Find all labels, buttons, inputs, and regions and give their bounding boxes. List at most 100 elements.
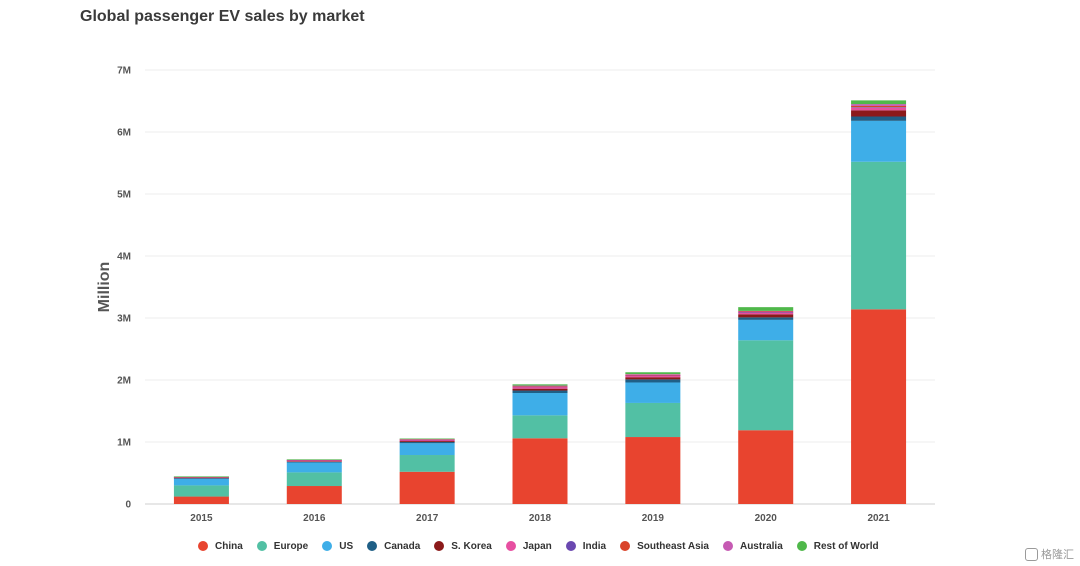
bar-segment-us-2018 xyxy=(512,393,568,416)
bar-segment-southeast-asia-2021 xyxy=(851,105,907,108)
bar-segment-australia-2021 xyxy=(851,104,907,106)
watermark: 格隆汇 xyxy=(1025,546,1074,562)
bar-segment-rest-of-world-2021 xyxy=(851,100,907,105)
bar-segment-europe-2021 xyxy=(851,161,907,310)
bar-segment-rest-of-world-2017 xyxy=(399,438,455,440)
legend-swatch xyxy=(256,541,267,551)
legend-label: Japan xyxy=(522,540,552,552)
legend-swatch xyxy=(505,541,516,551)
bar-segment-china-2021 xyxy=(851,309,907,504)
y-tick-label: 1M xyxy=(117,438,131,449)
bar-segment-us-2015 xyxy=(173,478,229,486)
bar-segment-canada-2017 xyxy=(399,442,455,444)
chart-title: Global passenger EV sales by market xyxy=(80,8,365,25)
x-tick-label: 2015 xyxy=(190,513,213,524)
bar-segment-canada-2021 xyxy=(851,116,907,121)
legend-item: Europe xyxy=(256,540,309,552)
bar-segment-southeast-asia-2019 xyxy=(625,374,681,376)
bar-segment-canada-2019 xyxy=(625,379,681,383)
bar-segment-china-2017 xyxy=(399,471,455,504)
legend-label: China xyxy=(215,540,243,552)
bar-segment-japan-2016 xyxy=(286,460,342,462)
x-tick-label: 2021 xyxy=(867,513,890,524)
legend-label: US xyxy=(339,540,354,552)
bar-segment-china-2015 xyxy=(173,496,229,504)
legend-item: Japan xyxy=(505,540,552,552)
bar-segment-rest-of-world-2016 xyxy=(286,459,342,460)
y-tick-label: 4M xyxy=(117,252,131,263)
y-tick-label: 6M xyxy=(117,128,131,139)
x-tick-label: 2016 xyxy=(303,513,326,524)
legend-label: India xyxy=(582,540,607,552)
bar-segment-canada-2016 xyxy=(286,461,342,463)
bar-segment-us-2020 xyxy=(738,319,794,341)
bar-segment-australia-2020 xyxy=(738,310,794,312)
bar-segment-canada-2018 xyxy=(512,390,568,394)
bar-segment-japan-2019 xyxy=(625,375,681,378)
bar-segment-europe-2020 xyxy=(738,340,794,431)
bar-segment-canada-2020 xyxy=(738,317,794,320)
x-tick-label: 2017 xyxy=(416,513,439,524)
bar-segment-rest-of-world-2019 xyxy=(625,372,681,375)
bar-segment-rest-of-world-2020 xyxy=(738,307,794,311)
y-tick-label: 5M xyxy=(117,190,131,201)
bar-segment-europe-2015 xyxy=(173,485,229,497)
legend-swatch xyxy=(434,541,445,551)
legend-item: Australia xyxy=(722,541,783,552)
bar-segment-india-2020 xyxy=(738,312,794,313)
legend-swatch xyxy=(367,541,378,551)
legend-swatch xyxy=(796,541,807,551)
bar-segment-europe-2018 xyxy=(512,415,568,439)
bar-segment-india-2019 xyxy=(625,375,681,376)
bar-segment-japan-2020 xyxy=(738,312,794,315)
legend-label: Europe xyxy=(273,540,309,552)
bar-segment-s-korea-2018 xyxy=(512,388,568,391)
legend-item: India xyxy=(565,540,607,552)
bar-segment-rest-of-world-2015 xyxy=(173,476,229,478)
bar-segment-japan-2017 xyxy=(399,439,455,442)
bar-segment-india-2018 xyxy=(512,386,568,388)
bar-segment-southeast-asia-2017 xyxy=(399,439,455,441)
bar-segment-s-korea-2017 xyxy=(399,441,455,442)
x-axis-ticks: 2015 2016 2017 2018 2019 2020 2021 xyxy=(190,513,890,524)
bar-segment-s-korea-2015 xyxy=(173,477,229,479)
bar-segment-europe-2017 xyxy=(399,455,455,472)
bar-segment-australia-2018 xyxy=(512,385,568,387)
y-tick-label: 3M xyxy=(117,314,131,325)
legend-item: China xyxy=(198,541,243,552)
bar-segment-australia-2017 xyxy=(399,439,455,440)
legend-swatch xyxy=(565,541,576,551)
watermark-text: 格隆汇 xyxy=(1041,549,1074,561)
legend-swatch xyxy=(722,541,733,551)
legend-item: Rest of World xyxy=(796,540,879,552)
legend: China Europe US Canada S. Korea Japan India Sou… xyxy=(198,538,879,554)
legend-item: Canada xyxy=(367,541,420,552)
legend-item: S. Korea xyxy=(434,541,492,552)
bar-segment-us-2019 xyxy=(625,382,681,403)
bar-segment-europe-2016 xyxy=(286,472,342,487)
x-tick-label: 2018 xyxy=(529,513,552,524)
bars xyxy=(173,100,907,504)
legend-label: Rest of World xyxy=(813,540,879,552)
bar-segment-australia-2019 xyxy=(625,374,681,375)
bar-segment-india-2021 xyxy=(851,107,907,108)
bar-segment-china-2020 xyxy=(738,430,794,504)
bar-segment-s-korea-2016 xyxy=(286,461,342,462)
y-axis-label: Million xyxy=(96,262,113,313)
legend-label: S. Korea xyxy=(451,540,492,552)
legend-item: Southeast Asia xyxy=(620,541,709,552)
bar-segment-us-2017 xyxy=(399,443,455,456)
bar-segment-japan-2021 xyxy=(851,107,907,111)
legend-swatch xyxy=(620,541,631,551)
bar-segment-australia-2016 xyxy=(286,459,342,461)
legend-swatch xyxy=(322,541,333,551)
legend-item: US xyxy=(322,541,353,552)
bar-segment-china-2016 xyxy=(286,486,342,504)
bar-segment-us-2021 xyxy=(851,120,907,162)
bar-segment-us-2016 xyxy=(286,462,342,473)
legend-label: Canada xyxy=(384,540,421,552)
y-tick-label: 7M xyxy=(117,66,131,77)
bar-segment-china-2018 xyxy=(512,438,568,504)
watermark-logo-icon xyxy=(1025,547,1038,561)
